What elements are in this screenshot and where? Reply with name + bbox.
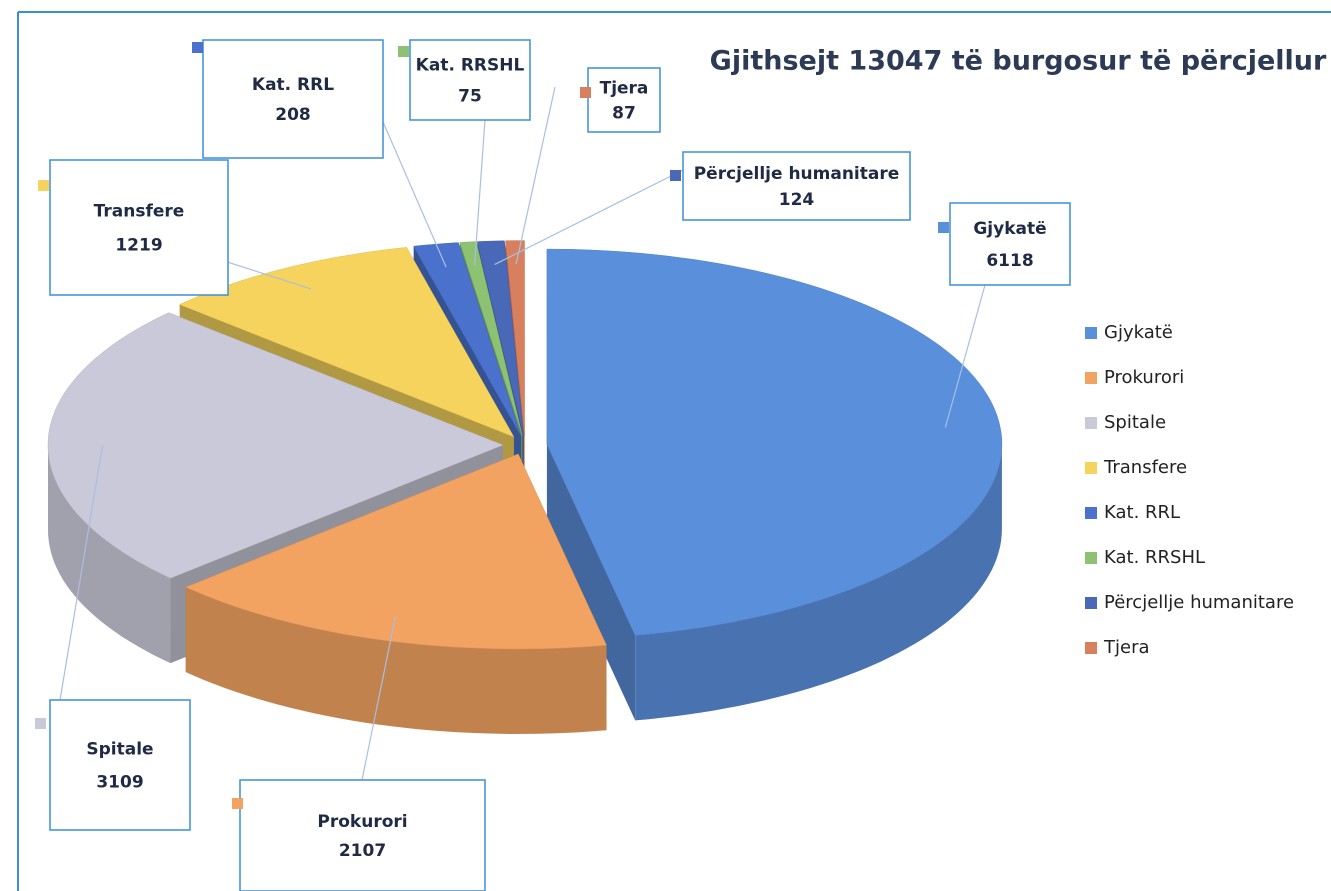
leader-line xyxy=(473,119,486,266)
legend-label: Përcjellje humanitare xyxy=(1104,592,1294,613)
legend-key xyxy=(1085,372,1097,384)
data-label-name: Kat. RRL xyxy=(252,75,334,95)
slice-top xyxy=(47,312,504,579)
slice-wall xyxy=(635,444,1002,721)
slice-top xyxy=(459,241,523,436)
label-box xyxy=(949,202,1071,286)
chart-title: Gjithsejt 13047 të burgosur të përcjellu… xyxy=(710,46,1327,77)
data-label-name: Prokurori xyxy=(317,812,407,832)
legend-key xyxy=(1085,417,1097,429)
legend-label: Gjykatë xyxy=(1104,322,1173,343)
pie-slice xyxy=(546,248,1003,721)
leader-line xyxy=(944,284,986,428)
legend-key xyxy=(1085,327,1097,339)
label-box xyxy=(49,159,229,296)
slice-wall xyxy=(185,587,607,734)
data-label-name: Përcjellje humanitare xyxy=(694,164,900,184)
data-label-value: 124 xyxy=(779,190,815,210)
data-label-value: 3109 xyxy=(96,773,143,793)
data-label-value: 87 xyxy=(612,104,636,124)
data-label-name: Kat. RRSHL xyxy=(416,56,525,76)
label-box xyxy=(409,39,531,121)
data-label-name: Tjera xyxy=(600,78,649,98)
legend-label: Transfere xyxy=(1103,457,1187,478)
data-label-value: 6118 xyxy=(986,251,1033,271)
slice-top xyxy=(546,248,1003,636)
legend-key xyxy=(1085,462,1097,474)
legend-label: Prokurori xyxy=(1104,367,1184,388)
slice-top xyxy=(185,453,607,650)
slice-wall xyxy=(48,445,171,664)
slice-top xyxy=(505,240,525,436)
label-key xyxy=(35,718,46,729)
pie-slice xyxy=(185,453,607,734)
legend-label: Kat. RRL xyxy=(1104,502,1180,523)
legend-label: Kat. RRSHL xyxy=(1104,547,1205,568)
legend-key xyxy=(1085,552,1097,564)
legend-label: Tjera xyxy=(1103,637,1150,658)
label-key xyxy=(38,180,49,191)
leader-line xyxy=(361,617,396,781)
legend-key xyxy=(1085,642,1097,654)
label-key xyxy=(938,222,949,233)
label-box xyxy=(239,779,486,891)
data-label-value: 2107 xyxy=(339,841,386,861)
label-key xyxy=(232,798,243,809)
leader-line xyxy=(494,169,684,265)
data-label-value: 208 xyxy=(275,105,311,125)
data-label-name: Spitale xyxy=(86,739,153,759)
label-box xyxy=(587,67,661,133)
legend-label: Spitale xyxy=(1104,412,1166,433)
label-key xyxy=(670,170,681,181)
slice-top xyxy=(476,240,524,436)
label-box xyxy=(49,699,191,831)
leader-line xyxy=(379,114,447,268)
data-label-name: Transfere xyxy=(94,201,185,221)
data-label-value: 1219 xyxy=(115,236,162,256)
leader-line xyxy=(59,445,104,701)
label-key xyxy=(580,87,591,98)
slice-side xyxy=(546,444,636,721)
data-label-name: Gjykatë xyxy=(973,219,1046,239)
label-key xyxy=(192,42,203,53)
leader-line xyxy=(515,86,556,265)
label-box xyxy=(682,151,911,221)
data-label-value: 75 xyxy=(458,86,482,106)
legend-key xyxy=(1085,507,1097,519)
legend-key xyxy=(1085,597,1097,609)
label-box xyxy=(202,39,384,159)
label-key xyxy=(398,46,409,57)
